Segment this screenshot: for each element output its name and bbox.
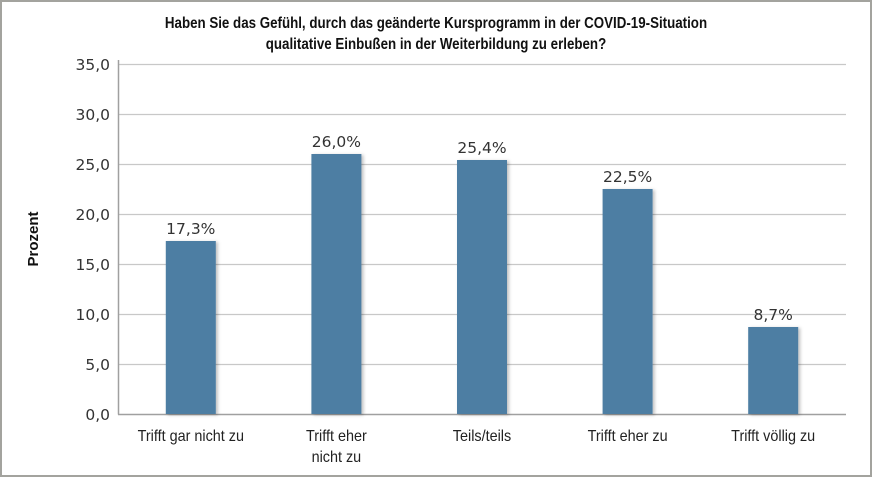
bar	[457, 160, 507, 414]
y-tick-label: 10,0	[75, 306, 110, 324]
y-tick-label: 20,0	[75, 206, 110, 224]
data-label: 22,5%	[603, 168, 652, 186]
chart-title-line-1: Haben Sie das Gefühl, durch das geändert…	[164, 15, 708, 32]
bar	[311, 154, 362, 414]
y-tick-label: 30,0	[75, 106, 110, 124]
bar	[602, 189, 653, 414]
y-tick-label: 25,0	[75, 156, 110, 174]
y-tick-label: 35,0	[75, 56, 110, 74]
y-tick-label: 15,0	[75, 256, 110, 274]
axes: 0,0 5,0 10,0 15,0 20,0 25,0 30,0 35,0	[75, 56, 846, 424]
x-tick-label: Trifft gar nicht zu	[138, 427, 244, 445]
x-tick-label: Trifft völlig zu	[731, 427, 815, 445]
x-tick-label: Teils/teils	[453, 427, 512, 445]
chart-title: Haben Sie das Gefühl, durch das geändert…	[61, 13, 811, 55]
y-tick-label: 0,0	[85, 406, 110, 424]
x-tick-label: nicht zu	[312, 448, 362, 466]
y-tick-label: 5,0	[85, 356, 110, 374]
data-labels: 17,3% 26,0% 25,4% 22,5% 8,7%	[166, 133, 793, 324]
data-label: 17,3%	[166, 220, 215, 238]
y-axis-title: Prozent	[25, 211, 42, 266]
data-label: 25,4%	[457, 139, 506, 157]
bar	[748, 327, 799, 414]
x-tick-label: Trifft eher	[306, 427, 367, 445]
x-tick-label: Trifft eher zu	[588, 427, 668, 445]
bar	[165, 241, 216, 414]
chart-title-line-2: qualitative Einbußen in der Weiterbildun…	[265, 36, 607, 53]
bars	[165, 154, 799, 414]
data-label: 26,0%	[312, 133, 361, 151]
category-labels: Trifft gar nicht zu Trifft eher nicht zu Te…	[138, 427, 816, 466]
data-label: 8,7%	[754, 306, 793, 324]
